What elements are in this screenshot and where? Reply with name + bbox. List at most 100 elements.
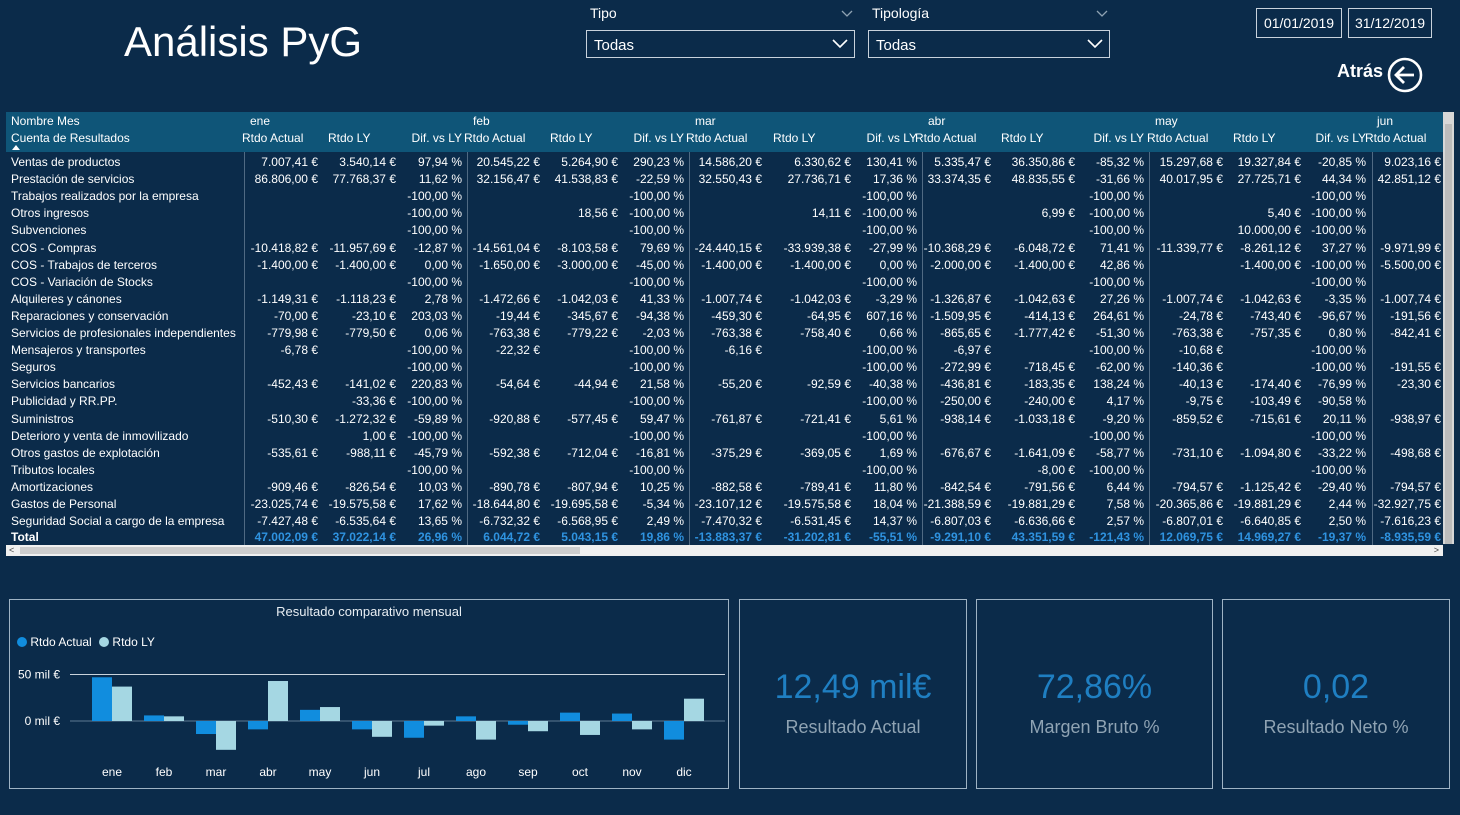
back-arrow-icon[interactable] — [1387, 57, 1423, 93]
month-header-may[interactable]: may — [1155, 114, 1178, 128]
table-cell: 2,57 % — [1106, 514, 1144, 529]
start-date-input[interactable]: 01/01/2019 — [1256, 8, 1342, 38]
total-row[interactable]: Total 47.002,09 € 37.022,14 € 26,96 % 6.044,… — [6, 530, 1443, 547]
bar-ly-may — [320, 707, 340, 721]
table-row[interactable]: Prestación de servicios 86.806,00 € 77.768… — [6, 172, 1443, 189]
measure-header-rtdo-actual[interactable]: Rtdo Actual — [1365, 131, 1427, 145]
measure-header-dif-vs-ly[interactable]: Dif. vs LY — [866, 131, 917, 145]
table-cell: -1.042,03 € — [790, 291, 851, 306]
table-cell: -498,68 € — [1390, 445, 1441, 460]
table-cell: 6,44 % — [1106, 479, 1144, 494]
end-date-input[interactable]: 31/12/2019 — [1348, 8, 1432, 38]
table-cell: -5.500,00 € — [1380, 257, 1441, 272]
measure-header-rtdo-ly[interactable]: Rtdo LY — [773, 131, 816, 145]
measure-header-dif-vs-ly[interactable]: Dif. vs LY — [411, 131, 462, 145]
table-cell: -11.957,69 € — [329, 240, 397, 255]
table-row[interactable]: Tributos locales -100,00 % -100,00 % -100,0… — [6, 463, 1443, 480]
table-cell: 12.069,75 € — [1159, 530, 1223, 544]
table-cell: -19.575,58 € — [328, 497, 396, 511]
table-row[interactable]: Trabajos realizados por la empresa -100,0… — [6, 189, 1443, 206]
table-row[interactable]: COS - Compras -10.418,82 € -11.957,69 € -12… — [6, 241, 1443, 258]
table-cell: -100,00 % — [629, 274, 684, 289]
table-cell: -1.007,74 € — [1162, 291, 1223, 306]
bar-chart[interactable]: 50 mil € 0 mil € ene feb mar abr may jun jul ago s… — [10, 600, 728, 788]
table-cell: -191,55 € — [1390, 360, 1441, 375]
table-cell: 47.002,09 € — [254, 530, 318, 544]
horizontal-scrollbar[interactable]: < > — [6, 545, 1443, 556]
monthly-comparison-chart-card[interactable]: Resultado comparativo mensual Rtdo Actua… — [9, 599, 729, 789]
table-row[interactable]: Otros ingresos -100,00 % 18,56 € -100,00 % 1… — [6, 206, 1443, 223]
month-header-mar[interactable]: mar — [695, 114, 716, 128]
measure-header-rtdo-actual[interactable]: Rtdo Actual — [686, 131, 748, 145]
table-cell: -100,00 % — [629, 428, 684, 443]
chevron-down-icon[interactable] — [840, 7, 854, 21]
table-cell: -100,00 % — [1311, 428, 1366, 443]
measure-header-rtdo-actual[interactable]: Rtdo Actual — [915, 131, 977, 145]
table-row[interactable]: Servicios bancarios -452,43 € -141,02 € 220… — [6, 377, 1443, 394]
measure-header-dif-vs-ly[interactable]: Dif. vs LY — [1315, 131, 1366, 145]
table-cell: -14.561,04 € — [472, 240, 540, 255]
measure-header-rtdo-actual[interactable]: Rtdo Actual — [1147, 131, 1209, 145]
row-header-account[interactable]: Cuenta de Resultados — [11, 131, 130, 145]
table-row[interactable]: Seguridad Social a cargo de la empresa -7… — [6, 514, 1443, 531]
table-cell: -12,87 % — [413, 240, 462, 255]
scroll-left-icon[interactable]: < — [9, 545, 15, 555]
measure-header-rtdo-ly[interactable]: Rtdo LY — [328, 131, 371, 145]
x-tick-label: jun — [363, 765, 380, 779]
table-cell: -3.000,00 € — [557, 257, 618, 272]
bar-actual-nov — [612, 713, 632, 721]
table-cell: 7,58 % — [1106, 497, 1144, 511]
table-row[interactable]: Mensajeros y transportes -6,78 € -100,00 %… — [6, 343, 1443, 360]
table-cell: -100,00 % — [1089, 274, 1144, 289]
measure-header-rtdo-ly[interactable]: Rtdo LY — [550, 131, 593, 145]
month-header-feb[interactable]: feb — [473, 114, 490, 128]
tipo-dropdown[interactable]: Todas — [586, 30, 855, 58]
table-cell: -92,59 € — [806, 377, 851, 392]
chevron-down-icon[interactable] — [1095, 7, 1109, 21]
table-row[interactable]: COS - Trabajos de terceros -1.400,00 € -1.… — [6, 258, 1443, 275]
table-cell: 0,66 % — [879, 326, 917, 340]
month-header-ene[interactable]: ene — [250, 114, 271, 128]
page-title: Análisis PyG — [124, 18, 363, 65]
back-label[interactable]: Atrás — [1337, 61, 1384, 81]
table-cell: -100,00 % — [1311, 206, 1366, 221]
table-cell: -31.202,81 € — [783, 530, 851, 544]
table-row[interactable]: Servicios de profesionales independiente… — [6, 326, 1443, 343]
measure-header-rtdo-actual[interactable]: Rtdo Actual — [464, 131, 526, 145]
y-tick-label: 50 mil € — [18, 668, 60, 682]
horizontal-scroll-thumb[interactable] — [20, 547, 580, 554]
table-row[interactable]: COS - Variación de Stocks -100,00 % -100,0… — [6, 275, 1443, 292]
table-row[interactable]: Seguros -100,00 % -100,00 % -100,00 % -272,9… — [6, 360, 1443, 377]
legend-dot-actual — [17, 637, 27, 647]
measure-header-rtdo-ly[interactable]: Rtdo LY — [1001, 131, 1044, 145]
tipologia-dropdown[interactable]: Todas — [868, 30, 1110, 58]
table-row[interactable]: Suministros -510,30 € -1.272,32 € -59,89 % -… — [6, 412, 1443, 429]
table-row[interactable]: Subvenciones -100,00 % -100,00 % -100,00 % -… — [6, 223, 1443, 240]
table-row[interactable]: Publicidad y RR.PP. -33,36 € -100,00 % -100… — [6, 394, 1443, 411]
table-cell: 13,65 % — [417, 514, 462, 529]
table-row[interactable]: Gastos de Personal -23.025,74 € -19.575,58… — [6, 497, 1443, 514]
table-cell: -31,66 % — [1095, 172, 1144, 187]
chevron-down-icon — [832, 39, 848, 49]
month-header-abr[interactable]: abr — [928, 114, 946, 128]
vertical-scroll-thumb[interactable] — [1445, 124, 1452, 544]
row-label: Seguros — [11, 360, 56, 375]
table-row[interactable]: Ventas de productos 7.007,41 € 3.540,14 € 9… — [6, 155, 1443, 172]
scroll-right-icon[interactable]: > — [1433, 545, 1439, 555]
vertical-scrollbar[interactable] — [1443, 112, 1454, 544]
table-row[interactable]: Reparaciones y conservación -70,00 € -23,1… — [6, 309, 1443, 326]
table-row[interactable]: Alquileres y cánones -1.149,31 € -1.118,23… — [6, 292, 1443, 309]
table-cell: -100,00 % — [629, 223, 684, 238]
measure-header-dif-vs-ly[interactable]: Dif. vs LY — [633, 131, 684, 145]
sort-ascending-icon[interactable] — [12, 145, 20, 150]
table-row[interactable]: Otros gastos de explotación -535,61 € -988… — [6, 446, 1443, 463]
measure-header-rtdo-actual[interactable]: Rtdo Actual — [242, 131, 304, 145]
table-cell: -436,81 € — [940, 377, 991, 392]
measure-header-rtdo-ly[interactable]: Rtdo LY — [1233, 131, 1276, 145]
table-row[interactable]: Amortizaciones -909,46 € -826,54 € 10,03 % -… — [6, 480, 1443, 497]
month-header-jun[interactable]: jun — [1377, 114, 1394, 128]
pyg-matrix[interactable]: Nombre Mes ene feb mar abr may jun Cuenta de … — [6, 112, 1443, 556]
table-row[interactable]: Deterioro y venta de inmovilizado 1,00 € -… — [6, 429, 1443, 446]
measure-header-dif-vs-ly[interactable]: Dif. vs LY — [1093, 131, 1144, 145]
table-cell: -11.339,77 € — [1156, 240, 1224, 255]
